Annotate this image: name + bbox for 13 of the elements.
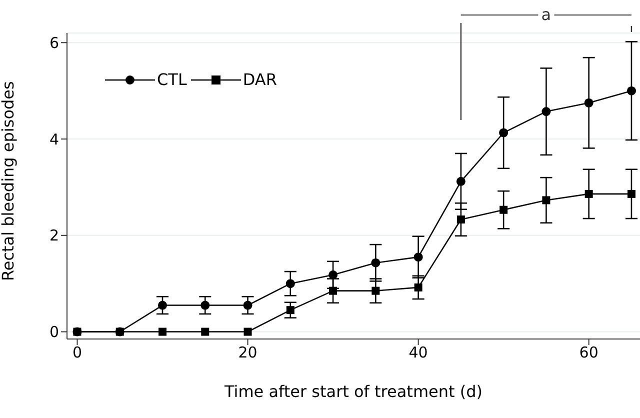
text: a	[541, 5, 552, 24]
y-tick-label: 2	[49, 226, 59, 245]
x-tick-label: 20	[238, 344, 258, 362]
y-tick-label: 4	[49, 130, 59, 148]
legend-label: DAR	[242, 70, 277, 89]
y-tick-label: 6	[49, 34, 59, 52]
x-tick-label: 60	[579, 344, 598, 362]
x-tick-label: 40	[408, 344, 428, 362]
x-axis-title: Time after start of treatment (d)	[223, 382, 483, 401]
y-tick-label: 0	[49, 323, 59, 342]
x-tick-label: 0	[72, 344, 82, 362]
legend-label: CTL	[157, 70, 187, 89]
y-axis-title: Rectal bleeding episodes	[0, 81, 18, 281]
